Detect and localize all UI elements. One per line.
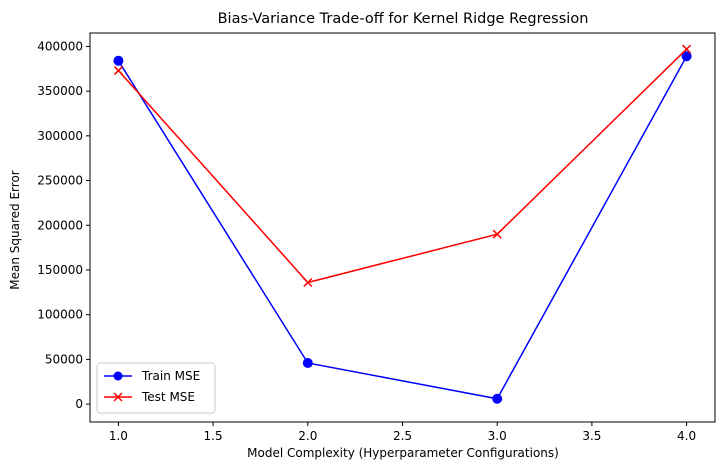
legend: Train MSE Test MSE xyxy=(96,362,216,414)
x-tick-label: 1.5 xyxy=(204,429,223,443)
y-tick-label: 100000 xyxy=(37,308,83,322)
series-line xyxy=(117,48,688,284)
chart-title: Bias-Variance Trade-off for Kernel Ridge… xyxy=(218,11,589,27)
x-tick-label: 1.0 xyxy=(109,429,128,443)
y-tick-label: 0 xyxy=(75,397,83,411)
x-tick-label: 2.5 xyxy=(393,429,412,443)
y-tick-label: 150000 xyxy=(37,263,83,277)
x-axis-title: Model Complexity (Hyperparameter Configu… xyxy=(247,446,559,460)
y-tick-label: 350000 xyxy=(37,84,83,98)
data-point xyxy=(113,55,124,66)
x-marker-stroke xyxy=(113,392,123,402)
series-train-mse xyxy=(113,51,692,404)
x-tick-label: 2.0 xyxy=(298,429,317,443)
legend-marker xyxy=(113,371,123,381)
data-point xyxy=(113,66,123,76)
data-point xyxy=(681,51,692,62)
x-marker-stroke xyxy=(682,44,692,54)
data-point xyxy=(492,229,502,239)
y-tick-label: 300000 xyxy=(37,129,83,143)
y-tick-label: 250000 xyxy=(37,174,83,188)
y-tick-label: 50000 xyxy=(45,352,83,366)
data-point xyxy=(492,393,503,404)
x-marker-stroke xyxy=(492,229,502,239)
y-tick-label: 400000 xyxy=(37,39,83,53)
x-tick-label: 3.0 xyxy=(488,429,507,443)
y-tick-label: 200000 xyxy=(37,218,83,232)
legend-item: Train MSE xyxy=(104,369,200,383)
y-axis-title: Mean Squared Error xyxy=(8,170,22,290)
data-point xyxy=(682,44,692,54)
x-marker-stroke xyxy=(303,277,313,288)
data-point xyxy=(303,277,313,288)
legend-label: Test MSE xyxy=(141,390,195,404)
x-marker-stroke xyxy=(113,66,123,76)
plot-area: 1.0 1.5 2.0 2.5 3.0 3.5 4.0 0 50000 100000 150000 2… xyxy=(37,32,716,443)
legend-label: Train MSE xyxy=(141,369,200,383)
legend-item: Test MSE xyxy=(104,390,195,404)
series-test-mse xyxy=(113,44,692,288)
legend-marker xyxy=(113,392,123,402)
x-tick-label: 4.0 xyxy=(677,429,696,443)
data-point xyxy=(302,357,313,368)
series-line xyxy=(117,55,688,400)
x-tick-label: 3.5 xyxy=(582,429,601,443)
